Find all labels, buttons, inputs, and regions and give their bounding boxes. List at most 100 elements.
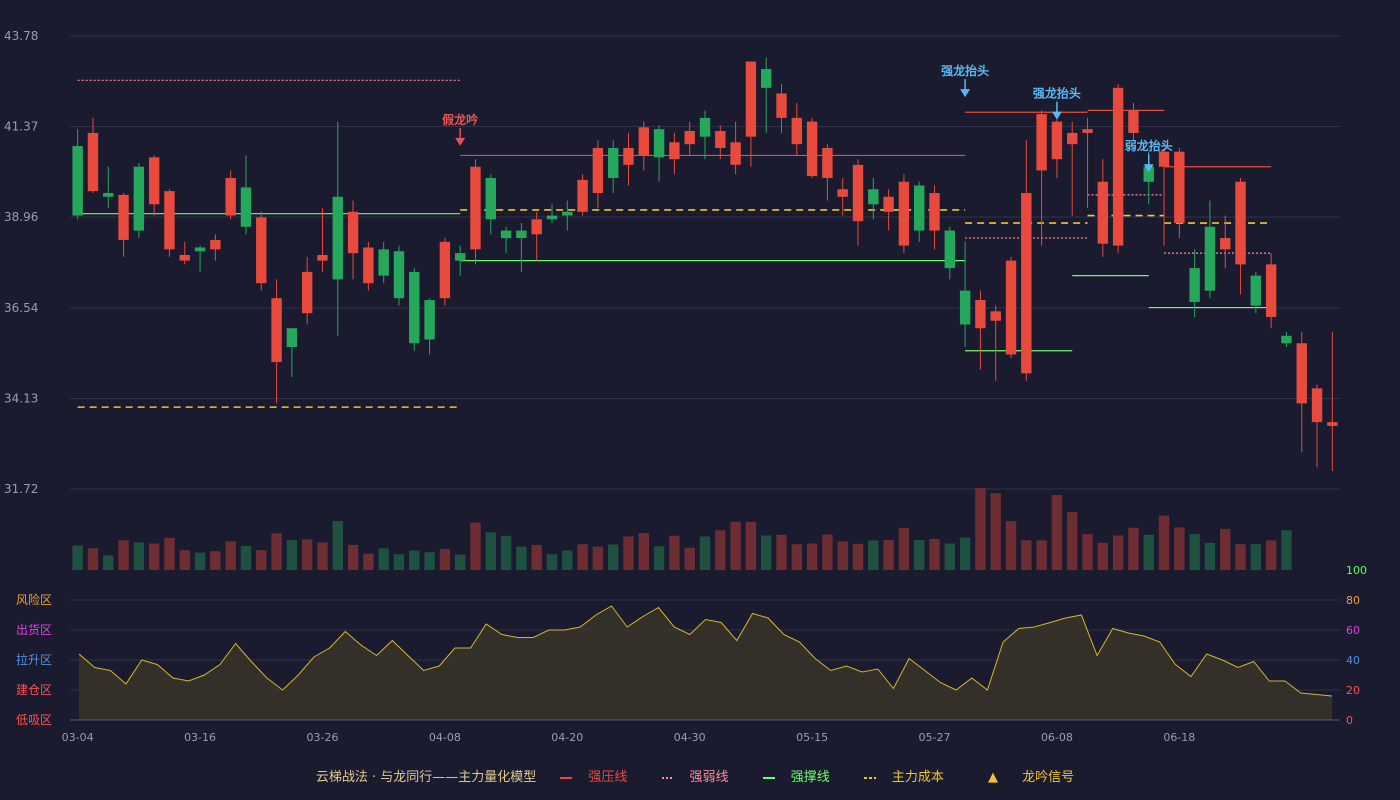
osc-line bbox=[78, 605, 1333, 697]
candle-body bbox=[669, 142, 680, 160]
candle-body bbox=[1051, 121, 1063, 160]
candle-body bbox=[393, 251, 405, 299]
volume-bar bbox=[730, 521, 741, 570]
volume-bar bbox=[1067, 512, 1078, 570]
x-tick-label: 06-18 bbox=[1163, 731, 1195, 744]
volume-bar bbox=[883, 539, 894, 570]
candle-body bbox=[914, 185, 925, 231]
candle-body bbox=[852, 164, 864, 222]
x-tick-label: 04-30 bbox=[674, 731, 706, 744]
candle-body bbox=[1281, 335, 1292, 344]
volume-bar bbox=[699, 536, 711, 570]
volume-bar bbox=[1082, 534, 1093, 570]
osc-area bbox=[79, 606, 1332, 720]
volume-bar bbox=[990, 493, 1001, 570]
candle-body bbox=[883, 196, 894, 212]
candle-body bbox=[301, 271, 313, 314]
triangle-icon: ▲ bbox=[988, 770, 1003, 785]
volume-bar bbox=[959, 537, 971, 570]
volume-bar bbox=[562, 550, 573, 570]
legend: 云梯战法 · 与龙同行——主力量化模型 强压线 强弱线 强撑线 主力成本 ▲ 龙… bbox=[0, 766, 1400, 785]
osc-zone-label: 建仓区 bbox=[16, 683, 52, 697]
price-tick-label: 41.37 bbox=[4, 120, 38, 134]
x-tick-label: 05-15 bbox=[796, 731, 828, 744]
volume-bar bbox=[975, 488, 986, 570]
candle-body bbox=[347, 211, 359, 254]
signal-arrow-icon bbox=[1051, 111, 1062, 120]
price-tick-label: 43.78 bbox=[4, 29, 38, 43]
candle-body bbox=[806, 121, 818, 177]
candle-body bbox=[1204, 226, 1216, 291]
volume-bar bbox=[577, 544, 588, 570]
candle-body bbox=[1021, 193, 1032, 374]
volume-bar bbox=[914, 539, 925, 570]
volume-bar bbox=[1250, 544, 1262, 570]
candle-body bbox=[776, 93, 787, 118]
candle-body bbox=[194, 247, 206, 252]
candle-body bbox=[118, 194, 129, 240]
volume-bar bbox=[531, 544, 542, 570]
candle-body bbox=[562, 211, 573, 216]
legend-item-signal: ▲ 龙吟信号 bbox=[988, 770, 1075, 785]
signal-label: 弱龙抬头 bbox=[1125, 138, 1173, 153]
candle-body bbox=[470, 166, 481, 250]
volume-bar bbox=[1281, 530, 1292, 570]
volume-bar bbox=[179, 550, 190, 570]
price-tick-label: 38.96 bbox=[4, 210, 38, 224]
candle-body bbox=[1097, 181, 1109, 244]
volume-bar bbox=[822, 534, 833, 570]
candle-body bbox=[898, 181, 910, 246]
candle-body bbox=[1158, 151, 1170, 167]
volume-bar bbox=[103, 555, 114, 570]
price-tick-label: 34.13 bbox=[4, 391, 38, 405]
volume-bar bbox=[837, 541, 848, 570]
candle-body bbox=[1327, 422, 1338, 426]
volume-bar bbox=[1021, 540, 1032, 570]
price-tick-label: 36.54 bbox=[4, 301, 38, 315]
candle-body bbox=[1036, 114, 1047, 171]
candle-body bbox=[546, 215, 558, 220]
volume-bar bbox=[470, 522, 481, 570]
volume-bar bbox=[225, 541, 236, 570]
candle-body bbox=[791, 117, 803, 145]
legend-item-support: 强撑线 bbox=[762, 770, 830, 785]
candle-body bbox=[975, 300, 986, 329]
candle-body bbox=[1189, 268, 1200, 302]
candle-body bbox=[1311, 388, 1323, 423]
volume-bar bbox=[1005, 521, 1017, 570]
volume-bar bbox=[1051, 494, 1063, 570]
volume-bar bbox=[500, 535, 512, 570]
osc-tick-label: 20 bbox=[1346, 684, 1360, 697]
candle-body bbox=[103, 193, 114, 197]
candle-body bbox=[317, 254, 328, 261]
legend-item-weak: 强弱线 bbox=[661, 770, 729, 785]
volume-bar bbox=[271, 533, 282, 570]
volume-bar bbox=[164, 537, 175, 570]
volume-bar bbox=[1143, 534, 1154, 570]
candle-body bbox=[929, 193, 940, 231]
candle-body bbox=[500, 230, 512, 239]
x-tick-label: 03-04 bbox=[62, 731, 94, 744]
volume-bar bbox=[868, 540, 879, 570]
volume-bar bbox=[776, 534, 787, 570]
volume-bar bbox=[256, 550, 267, 570]
volume-bar bbox=[1097, 542, 1109, 570]
volume-bar bbox=[439, 549, 451, 570]
volume-bar bbox=[669, 535, 680, 570]
volume-bar bbox=[745, 521, 757, 570]
candle-body bbox=[730, 142, 741, 165]
signal-arrow-icon bbox=[960, 89, 971, 98]
signal-arrow-icon bbox=[455, 137, 466, 146]
candle-body bbox=[1174, 151, 1185, 224]
candle-body bbox=[1296, 343, 1307, 404]
legend-title: 云梯战法 · 与龙同行——主力量化模型 bbox=[315, 770, 537, 785]
volume-bar bbox=[378, 548, 389, 570]
candle-body bbox=[87, 132, 99, 192]
volume-bar bbox=[1265, 540, 1277, 570]
x-tick-label: 06-08 bbox=[1041, 731, 1073, 744]
candle-body bbox=[653, 129, 665, 158]
candle-body bbox=[332, 196, 343, 280]
volume-bar bbox=[715, 530, 726, 570]
x-tick-label: 05-27 bbox=[919, 731, 951, 744]
candle-body bbox=[133, 166, 145, 231]
